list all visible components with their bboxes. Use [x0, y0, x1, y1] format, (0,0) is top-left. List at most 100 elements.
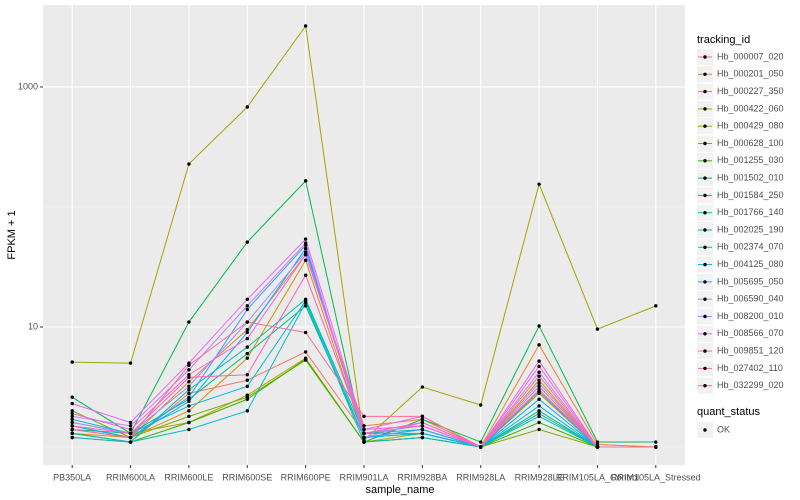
data-point	[128, 427, 133, 432]
data-point	[245, 356, 249, 360]
data-point	[303, 237, 308, 241]
data-point	[595, 442, 600, 447]
data-point	[420, 427, 425, 432]
data-point	[537, 414, 541, 419]
y-tick-label: 10	[28, 321, 38, 331]
data-point	[420, 414, 425, 419]
x-tick-label: RRIM928LA	[456, 472, 505, 482]
data-point	[187, 427, 191, 432]
data-point	[479, 403, 483, 407]
data-point	[245, 330, 249, 335]
data-point	[245, 320, 249, 324]
data-point	[479, 445, 483, 449]
data-point	[537, 389, 541, 394]
data-point	[70, 411, 74, 416]
y-tick-label: 1000	[18, 81, 38, 91]
data-point	[245, 336, 249, 341]
legend-point	[703, 428, 707, 432]
data-point	[187, 399, 191, 404]
data-point	[187, 388, 191, 392]
data-point	[245, 240, 249, 244]
data-point	[303, 258, 308, 262]
data-point	[537, 324, 541, 328]
data-point	[303, 179, 308, 183]
data-point	[187, 320, 191, 324]
data-point	[303, 357, 308, 361]
legend-point	[703, 176, 707, 180]
legend-point	[703, 72, 707, 77]
data-point	[537, 381, 541, 385]
data-point	[245, 409, 249, 413]
legend-point	[703, 314, 707, 319]
data-point	[245, 307, 249, 312]
data-point	[420, 424, 425, 428]
data-point	[70, 360, 74, 364]
data-point	[70, 427, 74, 432]
x-tick-label: RRIM105LA_Stressed	[611, 472, 701, 482]
legend-point	[703, 141, 707, 146]
legend-title: tracking_id	[697, 34, 750, 46]
legend-point	[703, 228, 707, 232]
data-point	[420, 431, 425, 436]
legend-point	[703, 193, 707, 198]
data-point	[595, 445, 600, 449]
data-point	[303, 253, 308, 257]
data-point	[128, 424, 133, 428]
data-point	[303, 246, 308, 251]
data-point	[537, 427, 541, 432]
data-point	[245, 345, 249, 349]
data-point	[70, 414, 74, 419]
data-point	[187, 395, 191, 399]
x-axis-title: sample_name	[365, 484, 434, 496]
legend-point	[703, 366, 707, 371]
data-point	[303, 250, 308, 254]
data-point	[70, 424, 74, 428]
data-point	[537, 409, 541, 413]
data-point	[537, 374, 541, 378]
legend-point	[703, 55, 707, 59]
x-tick-label: RRIM901LA	[339, 472, 388, 482]
data-point	[362, 424, 366, 428]
data-point	[70, 435, 74, 440]
data-point	[187, 373, 191, 377]
data-point	[303, 24, 308, 28]
data-point	[595, 440, 600, 444]
legend-label: Hb_000201_050	[717, 69, 784, 79]
legend-point	[703, 297, 707, 301]
data-point	[303, 273, 308, 277]
legend-label: Hb_005695_050	[717, 276, 784, 286]
data-point	[420, 417, 425, 422]
data-point	[187, 380, 191, 384]
legend-label: Hb_001502_010	[717, 172, 784, 182]
data-point	[537, 370, 541, 374]
legend-label: Hb_006590_040	[717, 294, 784, 304]
y-axis-title: FPKM + 1	[6, 210, 18, 259]
data-point	[303, 241, 308, 245]
data-point	[187, 420, 191, 425]
legend-point	[703, 107, 707, 111]
data-point	[362, 427, 366, 432]
data-point	[420, 435, 425, 440]
data-point	[537, 378, 541, 382]
data-point	[303, 330, 308, 335]
legend-point	[703, 384, 707, 388]
legend-label: Hb_000227_350	[717, 86, 784, 96]
legend-label: Hb_004125_080	[717, 259, 784, 269]
data-point	[245, 378, 249, 382]
legend-point	[703, 124, 707, 128]
legend-label: Hb_009851_120	[717, 345, 784, 355]
data-point	[187, 375, 191, 380]
legend-label: Hb_002025_190	[717, 224, 784, 234]
data-point	[303, 304, 308, 308]
data-point	[128, 435, 133, 440]
legend-label: Hb_000007_020	[717, 51, 784, 61]
data-point	[70, 417, 74, 422]
legend-label: Hb_001584_250	[717, 190, 784, 200]
data-point	[128, 361, 133, 365]
x-tick-label: PB350LA	[53, 472, 91, 482]
data-point	[187, 384, 191, 389]
legend-point	[703, 89, 707, 94]
data-point	[245, 304, 249, 308]
data-point	[187, 409, 191, 413]
